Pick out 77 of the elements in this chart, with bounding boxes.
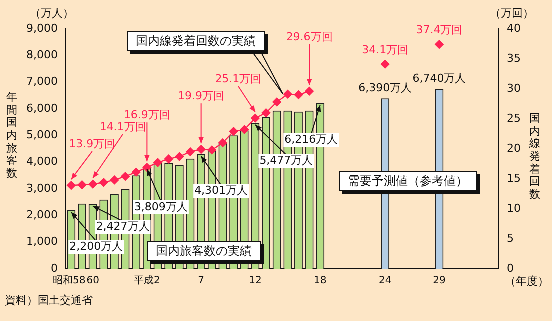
point [229, 127, 238, 136]
x-tick-label: 昭和58 [52, 274, 86, 287]
data-label: 6,390万人 [358, 81, 412, 94]
point [284, 90, 292, 99]
y-tick-label: 8,000 [26, 48, 58, 62]
x-tick-label: 平成2 [134, 274, 160, 287]
y-tick-label: 3,000 [26, 182, 58, 195]
y-tick-label: 6,000 [26, 102, 58, 115]
point [294, 90, 304, 100]
point [110, 176, 120, 185]
y-tick-label: 4,000 [26, 155, 58, 168]
point [88, 180, 98, 189]
x-axis-title: （年度） [505, 275, 549, 288]
y2-tick-label: 20 [507, 142, 521, 155]
data-label: 6,740万人 [412, 72, 466, 86]
data-label: 6,216万人 [284, 133, 338, 146]
y2-tick-label: 10 [507, 202, 521, 215]
data-label: 29.6万回 [286, 30, 333, 44]
y-axis-title: 年間国内旅客数 [6, 91, 18, 180]
x-tick-label: 7 [198, 276, 204, 287]
point [240, 125, 250, 134]
annotation: 国内線発着回数の実績 [127, 31, 265, 51]
y2-axis-title: 国内線発着回数 [529, 112, 541, 202]
y2-tick-label: 30 [507, 82, 521, 95]
data-label: 37.4万回 [416, 23, 463, 36]
x-tick-label: 29 [433, 276, 446, 287]
y2-tick-label: 25 [507, 112, 521, 125]
point [186, 148, 195, 156]
annotation: 需要予測値（参考値） [339, 171, 477, 191]
data-label: 3,809万人 [134, 200, 188, 214]
point [218, 138, 228, 148]
data-label: 14.1万回 [100, 120, 146, 134]
y2-tick-label: 5 [507, 232, 514, 245]
point [251, 114, 260, 123]
y2-tick-label: 40 [507, 22, 521, 35]
point [154, 158, 162, 168]
data-label: 5,477万人 [260, 154, 314, 167]
point [262, 108, 271, 118]
data-label: 34.1万回 [362, 43, 409, 56]
point [99, 178, 108, 187]
text: 資料）国土交通省 [5, 294, 93, 307]
y-tick-label: 5,000 [26, 128, 58, 142]
data-label: 25.1万回 [215, 72, 262, 86]
data-label: 13.9万回 [69, 137, 116, 150]
x-tick-label: 18 [314, 276, 327, 287]
data-label: 19.9万回 [178, 89, 225, 102]
x-tick-label: 60 [86, 276, 100, 287]
y-tick-label: 7,000 [26, 75, 58, 88]
data-label: 16.9万回 [124, 108, 170, 122]
point [142, 163, 152, 172]
point [121, 172, 130, 181]
point [164, 154, 174, 164]
y-tick-label: 9,000 [26, 22, 58, 35]
text: （万人） [30, 7, 74, 20]
point [435, 40, 444, 49]
point [67, 181, 76, 190]
point [175, 152, 184, 162]
y-tick-label: 2,000 [26, 208, 58, 222]
annotation: 国内旅客数の実績 [147, 241, 261, 261]
y-tick-label: 1,000 [26, 235, 58, 248]
point [272, 98, 282, 107]
text: （万回） [490, 7, 534, 20]
y2-tick-label: 35 [507, 52, 521, 65]
point [208, 146, 217, 155]
data-label: 4,301万人 [194, 184, 248, 198]
point [78, 180, 87, 190]
y2-tick-label: 15 [507, 172, 521, 185]
point [380, 60, 390, 69]
x-tick-label: 24 [378, 276, 392, 287]
data-label: 2,200万人 [70, 240, 124, 254]
y2-tick-label: 0 [507, 262, 514, 275]
data-label: 2,427万人 [96, 220, 150, 234]
point [132, 168, 141, 177]
y-tick-label: 0 [51, 262, 58, 275]
point [196, 145, 206, 154]
x-tick-label: 12 [249, 276, 262, 287]
point [305, 87, 314, 96]
